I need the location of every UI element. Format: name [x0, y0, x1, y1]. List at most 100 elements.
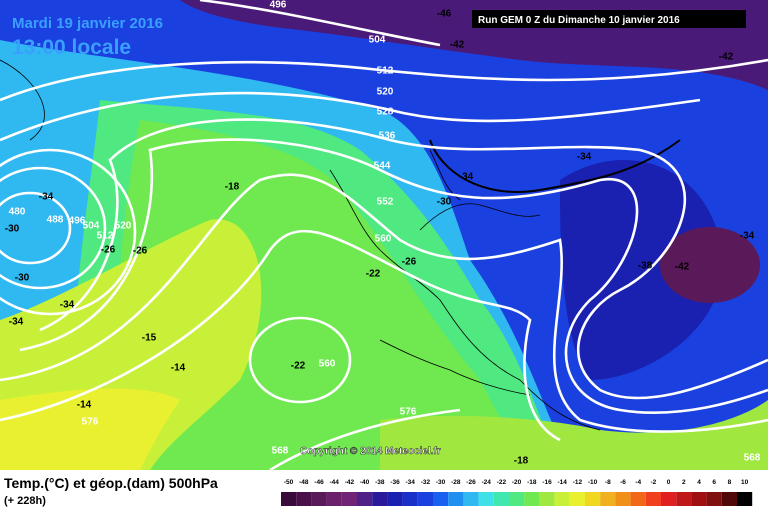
legend-label: -2 [651, 479, 657, 486]
legend-swatch [706, 492, 722, 506]
legend-swatch [691, 492, 707, 506]
run-box [472, 10, 746, 28]
legend-label: -24 [481, 479, 491, 486]
legend-swatch [448, 492, 464, 506]
legend-swatch [478, 492, 494, 506]
temp-label: -30 [5, 224, 20, 235]
temp-label: -34 [9, 317, 24, 328]
legend-label: 8 [728, 479, 732, 486]
temp-label: -34 [459, 172, 474, 183]
legend-label: -18 [527, 479, 537, 486]
geo-label: 576 [82, 417, 99, 428]
legend-swatch [569, 492, 585, 506]
legend-swatch [387, 492, 403, 506]
geo-label: 496 [69, 216, 86, 227]
legend-label: 4 [697, 479, 701, 486]
legend-swatch [296, 492, 312, 506]
temp-label: -14 [171, 363, 186, 374]
legend-label: -32 [421, 479, 431, 486]
temp-label: -42 [450, 40, 465, 51]
legend-label: -4 [635, 479, 641, 486]
legend-label: -20 [512, 479, 522, 486]
legend-label: -36 [390, 479, 400, 486]
legend-label: -28 [451, 479, 461, 486]
legend-swatch [524, 492, 540, 506]
legend-swatch [615, 492, 631, 506]
temp-label: -14 [77, 400, 92, 411]
temp-label: -18 [225, 182, 240, 193]
geo-label: 552 [377, 197, 394, 208]
temp-label: -15 [142, 333, 157, 344]
geo-label: 568 [744, 453, 761, 464]
geo-label: 568 [272, 446, 289, 457]
legend-swatch [417, 492, 433, 506]
legend-swatch [630, 492, 646, 506]
geo-label: 520 [115, 221, 132, 232]
legend-swatch [281, 492, 297, 506]
legend-label: -22 [497, 479, 507, 486]
legend-label: 0 [667, 479, 671, 486]
color-legend: -50 -48 -46 -44 -42 -40 -38 -36 -34 -32 -30 -28 -26-… [281, 479, 753, 506]
temp-label: -18 [514, 456, 529, 467]
geo-label: 504 [83, 221, 100, 232]
legend-label: -48 [299, 479, 309, 486]
temp-label: -22 [291, 361, 306, 372]
legend-swatch [676, 492, 692, 506]
legend-swatch [357, 492, 373, 506]
legend-swatch [493, 492, 509, 506]
temp-label: -46 [437, 9, 452, 20]
legend-label: -12 [573, 479, 583, 486]
temp-label: -38 [638, 261, 653, 272]
legend-label: -16 [542, 479, 552, 486]
legend-label: -42 [345, 479, 355, 486]
geo-label: 488 [47, 215, 64, 226]
legend-label: -8 [605, 479, 611, 486]
geo-label: 560 [375, 234, 392, 245]
temp-label: -26 [101, 245, 116, 256]
geo-label: 528 [377, 107, 394, 118]
legend-swatch [402, 492, 418, 506]
legend-label: -30 [436, 479, 446, 486]
temperature-labels: -46 -42 -42 -34 -34 -30 -34 -30 -30 -26 … [5, 9, 755, 467]
legend-swatch [341, 492, 357, 506]
legend-swatch [372, 492, 388, 506]
geo-label: 560 [319, 359, 336, 370]
time-label: 13:00 locale [12, 36, 131, 59]
legend-label: -6 [620, 479, 626, 486]
map-area [0, 0, 768, 470]
legend-swatch [539, 492, 555, 506]
legend-label: 2 [682, 479, 686, 486]
legend-label: 10 [741, 479, 749, 486]
legend-swatch [433, 492, 449, 506]
legend-label: -46 [314, 479, 324, 486]
legend-swatch [585, 492, 601, 506]
geo-label: 504 [369, 35, 386, 46]
temp-label: -34 [740, 231, 755, 242]
temp-label: -26 [402, 257, 417, 268]
geopotential-labels: 496 504 512 520 528 536 544 552 560 480 … [9, 0, 761, 464]
date-label: Mardi 19 janvier 2016 [12, 15, 163, 32]
legend-label: -26 [466, 479, 476, 486]
legend-swatch [600, 492, 616, 506]
temp-label: -42 [675, 262, 690, 273]
legend-swatch [554, 492, 570, 506]
geo-label: 520 [377, 87, 394, 98]
legend-swatch [645, 492, 661, 506]
copyright: Copyright © 2014 Meteociel.fr [300, 446, 441, 457]
temp-label: -42 [719, 52, 734, 63]
legend-swatch [326, 492, 342, 506]
legend-swatch [463, 492, 479, 506]
legend-swatch [509, 492, 525, 506]
legend-swatch [721, 492, 737, 506]
temp-label: -34 [577, 152, 592, 163]
geo-label: 512 [377, 66, 394, 77]
legend-label: -10 [588, 479, 598, 486]
temp-label: -30 [437, 197, 452, 208]
run-label: Run GEM 0 Z du Dimanche 10 janvier 2016 [478, 15, 680, 26]
legend-label: 6 [712, 479, 716, 486]
legend-label: -14 [557, 479, 567, 486]
legend-label: -50 [284, 479, 294, 486]
temp-label: -34 [39, 192, 54, 203]
footer-title: Temp.(°C) et géop.(dam) 500hPa [4, 475, 218, 491]
